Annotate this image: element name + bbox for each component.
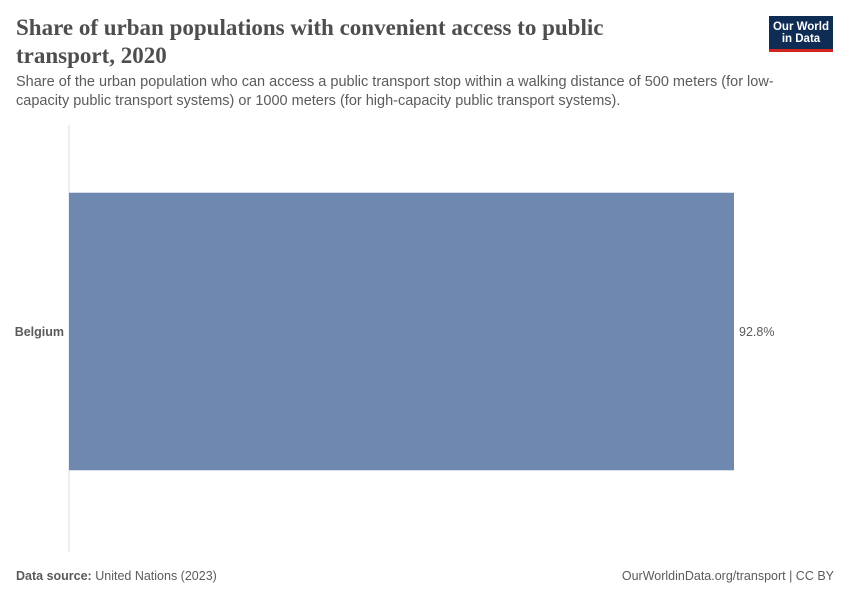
owid-logo[interactable]: Our World in Data [769, 16, 833, 52]
chart-title: Share of urban populations with convenie… [16, 15, 604, 68]
logo-line-1: Our World [772, 21, 829, 33]
bar-belgium[interactable] [69, 192, 734, 471]
data-source: Data source: United Nations (2023) [16, 569, 217, 583]
value-label: 92.8% [739, 325, 774, 339]
data-source-value[interactable]: United Nations (2023) [95, 569, 217, 583]
data-source-label: Data source: [16, 569, 92, 583]
category-label: Belgium [15, 325, 64, 339]
bars-group: Belgium 92.8% [15, 192, 774, 471]
logo-line-2: in Data [781, 33, 821, 45]
chart-subtitle: Share of the urban population who can ac… [16, 74, 774, 109]
url-license[interactable]: OurWorldinData.org/transport | CC BY [621, 569, 834, 583]
